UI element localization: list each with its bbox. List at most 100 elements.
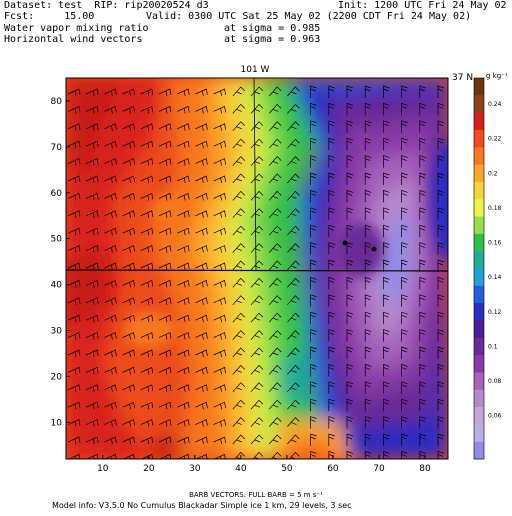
- wind-barb: [232, 86, 246, 97]
- wind-barb-stroke: [67, 262, 81, 271]
- wind-barb-stroke: [67, 384, 81, 392]
- y-tick-label: 70: [51, 143, 63, 153]
- wind-barb: [177, 279, 190, 288]
- wind-barb: [195, 88, 208, 97]
- field-contours: [66, 78, 448, 459]
- wind-barb-stroke: [122, 436, 135, 445]
- wind-barb-stroke: [140, 210, 154, 218]
- wind-barb: [158, 105, 172, 114]
- colorbar-swatch: [474, 181, 484, 200]
- plot-frame: [65, 77, 449, 460]
- wind-barb-stroke: [287, 277, 300, 288]
- wind-barb: [287, 277, 300, 288]
- y-tick-label: 80: [51, 97, 63, 107]
- wind-barb: [104, 419, 117, 427]
- wind-barb: [122, 140, 135, 149]
- wind-barb-stroke: [86, 332, 99, 340]
- wind-barb-stroke: [346, 346, 354, 359]
- wind-barb: [86, 123, 99, 131]
- wind-barb: [213, 401, 226, 410]
- wind-barb: [346, 207, 354, 220]
- wind-barb-stroke: [195, 192, 208, 201]
- wind-barb: [401, 294, 408, 307]
- wind-barb-stroke: [437, 433, 445, 446]
- wind-barb: [328, 172, 335, 185]
- wind-barb-stroke: [213, 192, 226, 201]
- wind-barb: [268, 434, 282, 445]
- wind-barb: [140, 158, 154, 166]
- wind-barb: [104, 297, 117, 305]
- wind-barb-stroke: [328, 398, 335, 412]
- wind-barb: [437, 85, 445, 98]
- wind-barb-stroke: [122, 175, 135, 184]
- wind-barb: [383, 450, 390, 459]
- wind-barb: [346, 85, 354, 98]
- wind-barb: [346, 294, 354, 307]
- wind-barb: [104, 332, 117, 340]
- wind-barb: [158, 349, 172, 358]
- wind-barb: [310, 137, 317, 151]
- wind-barb: [346, 381, 354, 394]
- wind-barb: [401, 416, 408, 429]
- wind-barb: [213, 175, 226, 184]
- wind-barb: [268, 103, 282, 114]
- wind-barb: [383, 276, 390, 290]
- wind-barb-stroke: [177, 384, 190, 392]
- wind-barb-stroke: [122, 366, 135, 375]
- wind-barb: [383, 189, 390, 203]
- wind-barb: [383, 329, 390, 342]
- wind-barb: [401, 102, 408, 116]
- wind-barb: [346, 398, 354, 412]
- wind-barb-stroke: [232, 243, 246, 253]
- colorbar-swatch: [474, 112, 484, 131]
- wind-barb-stroke: [346, 329, 354, 342]
- wind-barb: [213, 88, 226, 97]
- x-tick-label: 10: [97, 464, 109, 474]
- wind-barb-stroke: [67, 210, 81, 218]
- wind-barb: [437, 276, 445, 290]
- wind-barb-stroke: [122, 332, 135, 340]
- wind-barb: [268, 208, 282, 219]
- wind-barb-stroke: [364, 416, 372, 429]
- wind-barb-stroke: [401, 137, 408, 151]
- wind-barb-stroke: [104, 366, 117, 375]
- wind-barb-stroke: [250, 190, 264, 201]
- wind-barb: [177, 158, 190, 166]
- wind-barb: [437, 172, 445, 185]
- wind-barb-stroke: [364, 363, 372, 377]
- wind-barb-stroke: [158, 349, 172, 358]
- wind-barb: [328, 242, 335, 255]
- wind-barb-stroke: [104, 332, 117, 340]
- wind-barb: [364, 276, 372, 290]
- wind-barb-stroke: [268, 243, 282, 253]
- wind-barb: [383, 311, 390, 325]
- wind-barb: [250, 121, 264, 132]
- wind-barb: [158, 192, 172, 201]
- wind-barb: [437, 224, 445, 238]
- wind-barb: [346, 120, 354, 133]
- wind-barb: [364, 381, 372, 394]
- wind-barb-stroke: [328, 242, 335, 255]
- wind-barb: [364, 224, 372, 238]
- wind-barb: [104, 279, 117, 288]
- wind-barb-stroke: [195, 262, 208, 271]
- wind-barb-stroke: [419, 137, 426, 151]
- wind-barb-stroke: [364, 381, 372, 394]
- colorbar-swatch: [474, 372, 484, 391]
- wind-barb: [67, 436, 81, 445]
- wind-barb-stroke: [419, 433, 426, 446]
- wind-barb: [268, 138, 282, 149]
- wind-barb: [310, 120, 317, 133]
- wind-barb-stroke: [364, 242, 372, 255]
- wind-barb: [122, 332, 135, 340]
- wind-barb: [67, 227, 81, 236]
- wind-barb-stroke: [383, 450, 390, 459]
- wind-barb: [419, 276, 426, 290]
- wind-barb-stroke: [268, 417, 282, 427]
- wind-barb: [364, 433, 372, 446]
- wind-barb: [195, 262, 208, 271]
- wind-barb-stroke: [401, 311, 408, 325]
- wind-barb-stroke: [252, 451, 264, 459]
- wind-barb: [213, 297, 226, 305]
- wind-barb: [250, 312, 264, 323]
